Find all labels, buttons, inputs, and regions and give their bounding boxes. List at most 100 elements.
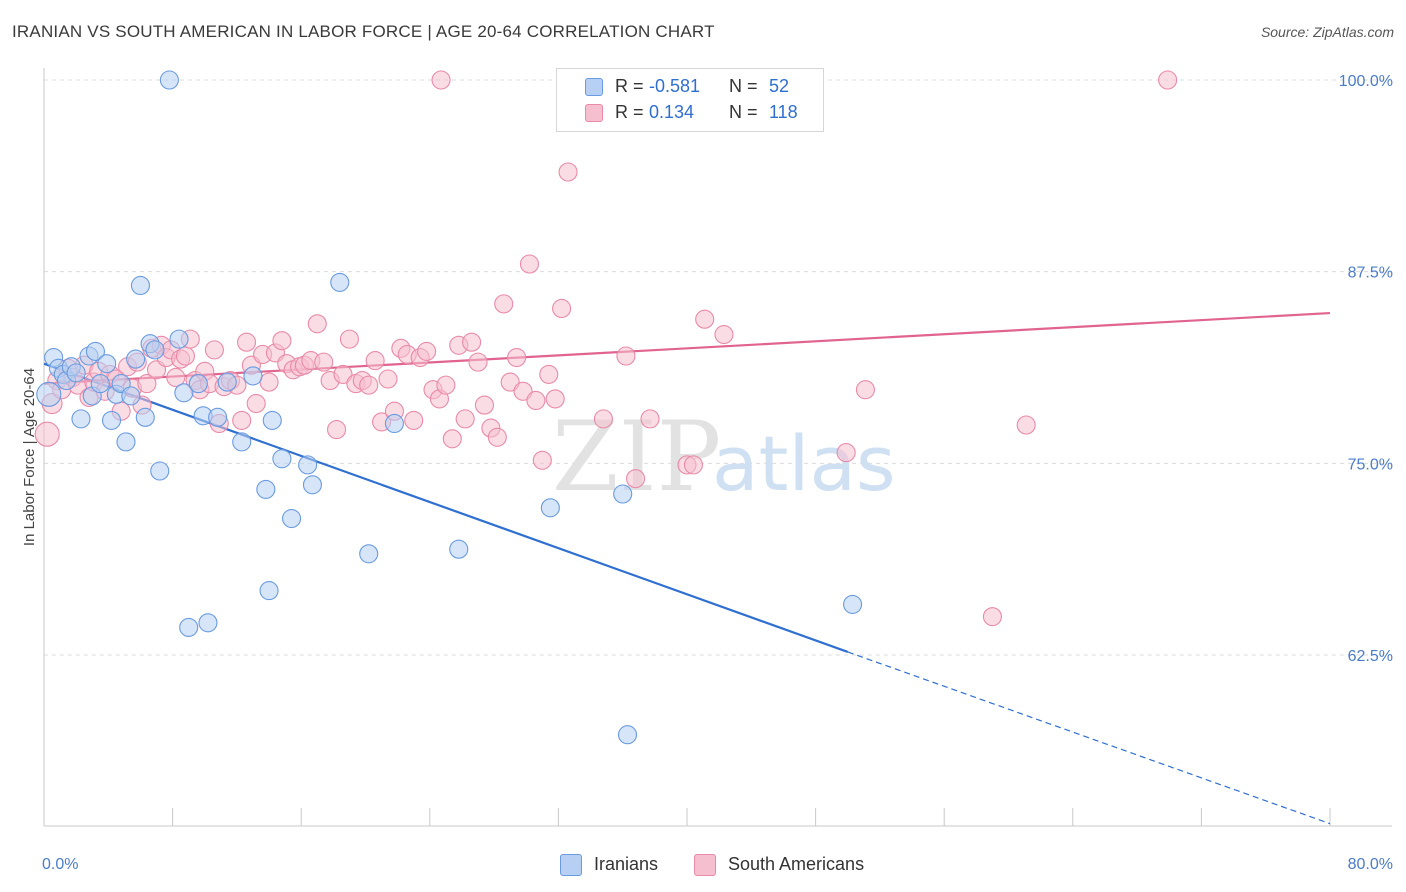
iranians-point	[130, 275, 150, 296]
iranians-point	[174, 383, 194, 403]
south-americans-point	[532, 450, 552, 470]
y-tick-label: 62.5%	[1348, 648, 1393, 665]
iranians-point	[188, 374, 208, 394]
watermark-atlas: atlas	[712, 419, 896, 508]
south-americans-point	[417, 341, 437, 361]
iranians-point	[359, 544, 379, 564]
iranians-point	[449, 539, 469, 559]
legend-swatch-south-americans	[585, 104, 603, 122]
iranians-point	[302, 475, 323, 495]
legend-swatch-south-americans	[694, 854, 716, 876]
south-americans-point	[487, 427, 507, 447]
south-americans-point	[1158, 70, 1178, 90]
south-americans-point	[519, 254, 540, 274]
iranians-point	[150, 461, 170, 481]
south-americans-point	[695, 309, 715, 329]
south-americans-point	[714, 324, 734, 345]
legend-row-south-americans: R = 0.134 N = 118	[557, 101, 823, 127]
iranians-point	[208, 407, 228, 427]
south-americans-point	[204, 340, 224, 360]
iranians-point	[179, 617, 199, 637]
south-americans-point	[683, 455, 703, 475]
axes	[43, 68, 1392, 827]
legend-swatch-iranians	[560, 854, 582, 876]
south-americans-point	[500, 372, 520, 392]
iranians-point	[126, 349, 146, 369]
legend-n-label: N =	[729, 102, 758, 122]
data-points	[34, 70, 1178, 745]
iranians-trend-line	[43, 362, 849, 653]
iranians-point	[613, 484, 633, 504]
x-tick-label: 80.0%	[1348, 856, 1393, 873]
iranians-point	[90, 374, 110, 394]
south-americans-point	[539, 364, 559, 384]
iranians-point	[330, 272, 350, 292]
legend-label-iranians: Iranians	[594, 854, 659, 874]
iranians-point	[66, 363, 86, 383]
south-americans-point	[626, 469, 646, 489]
legend-swatch-iranians	[585, 78, 603, 96]
south-americans-point	[259, 372, 279, 392]
iranians-point	[540, 498, 560, 518]
iranians-point	[97, 354, 117, 374]
legend-r-label: R =	[615, 102, 644, 122]
south-americans-point	[494, 294, 514, 314]
south-americans-point	[836, 443, 856, 463]
iranians-point	[617, 725, 638, 745]
south-americans-point	[339, 329, 359, 349]
iranians-point	[36, 381, 62, 407]
iranians-point	[232, 432, 252, 452]
south-americans-point	[545, 389, 565, 409]
iranians-point	[169, 329, 189, 349]
legend-n-value: 118	[769, 102, 798, 122]
south-americans-point	[558, 162, 578, 182]
legend-r-value: 0.134	[649, 102, 695, 122]
south-americans-point	[436, 375, 456, 395]
south-americans-point	[333, 364, 353, 384]
south-americans-point	[507, 347, 527, 368]
iranians-point	[135, 407, 155, 427]
south-americans-point	[365, 351, 385, 371]
iranians-point	[145, 340, 165, 360]
iranians-point	[217, 372, 237, 392]
iranians-point	[159, 70, 179, 90]
iranians-point	[121, 386, 141, 406]
south-americans-point	[855, 380, 875, 400]
iranians-point	[259, 581, 279, 601]
south-americans-trend-line	[43, 311, 1331, 385]
legend-r-value: -0.581	[649, 76, 701, 96]
legend-n-value: 52	[769, 76, 790, 96]
chart-title: IRANIAN VS SOUTH AMERICAN IN LABOR FORCE…	[12, 22, 715, 41]
south-americans-point	[166, 367, 186, 388]
y-tick-labels: 100.0% 87.5% 75.0% 62.5%	[1339, 73, 1393, 665]
south-americans-point	[314, 352, 334, 372]
south-americans-point	[552, 298, 572, 319]
iranians-point	[282, 508, 302, 529]
iranians-point	[256, 479, 276, 499]
south-americans-point	[359, 375, 379, 395]
iranians-point	[843, 594, 863, 614]
y-tick-label: 75.0%	[1348, 456, 1393, 473]
south-americans-point	[327, 420, 347, 440]
y-tick-label: 100.0%	[1339, 73, 1393, 90]
correlation-legend: R = -0.581 N = 52 R = 0.134 N = 118	[556, 68, 824, 132]
iranians-trend-extension	[847, 651, 1331, 825]
south-americans-point	[640, 409, 660, 429]
iranians-point	[243, 366, 263, 386]
iranians-point	[298, 455, 318, 475]
south-americans-point	[1016, 415, 1036, 435]
x-tick-labels: 0.0% 80.0%	[42, 856, 1393, 873]
south-americans-point	[468, 352, 488, 372]
south-americans-point	[526, 390, 546, 411]
iranians-point	[272, 449, 292, 469]
south-americans-point	[442, 429, 462, 449]
south-americans-point	[272, 331, 292, 351]
south-americans-point	[137, 374, 157, 394]
x-tick-label: 0.0%	[42, 856, 78, 873]
south-americans-point	[175, 346, 196, 366]
iranians-point	[198, 613, 218, 633]
legend-row-iranians: R = -0.581 N = 52	[557, 75, 823, 101]
south-americans-point	[474, 395, 495, 415]
south-americans-point	[513, 381, 533, 401]
